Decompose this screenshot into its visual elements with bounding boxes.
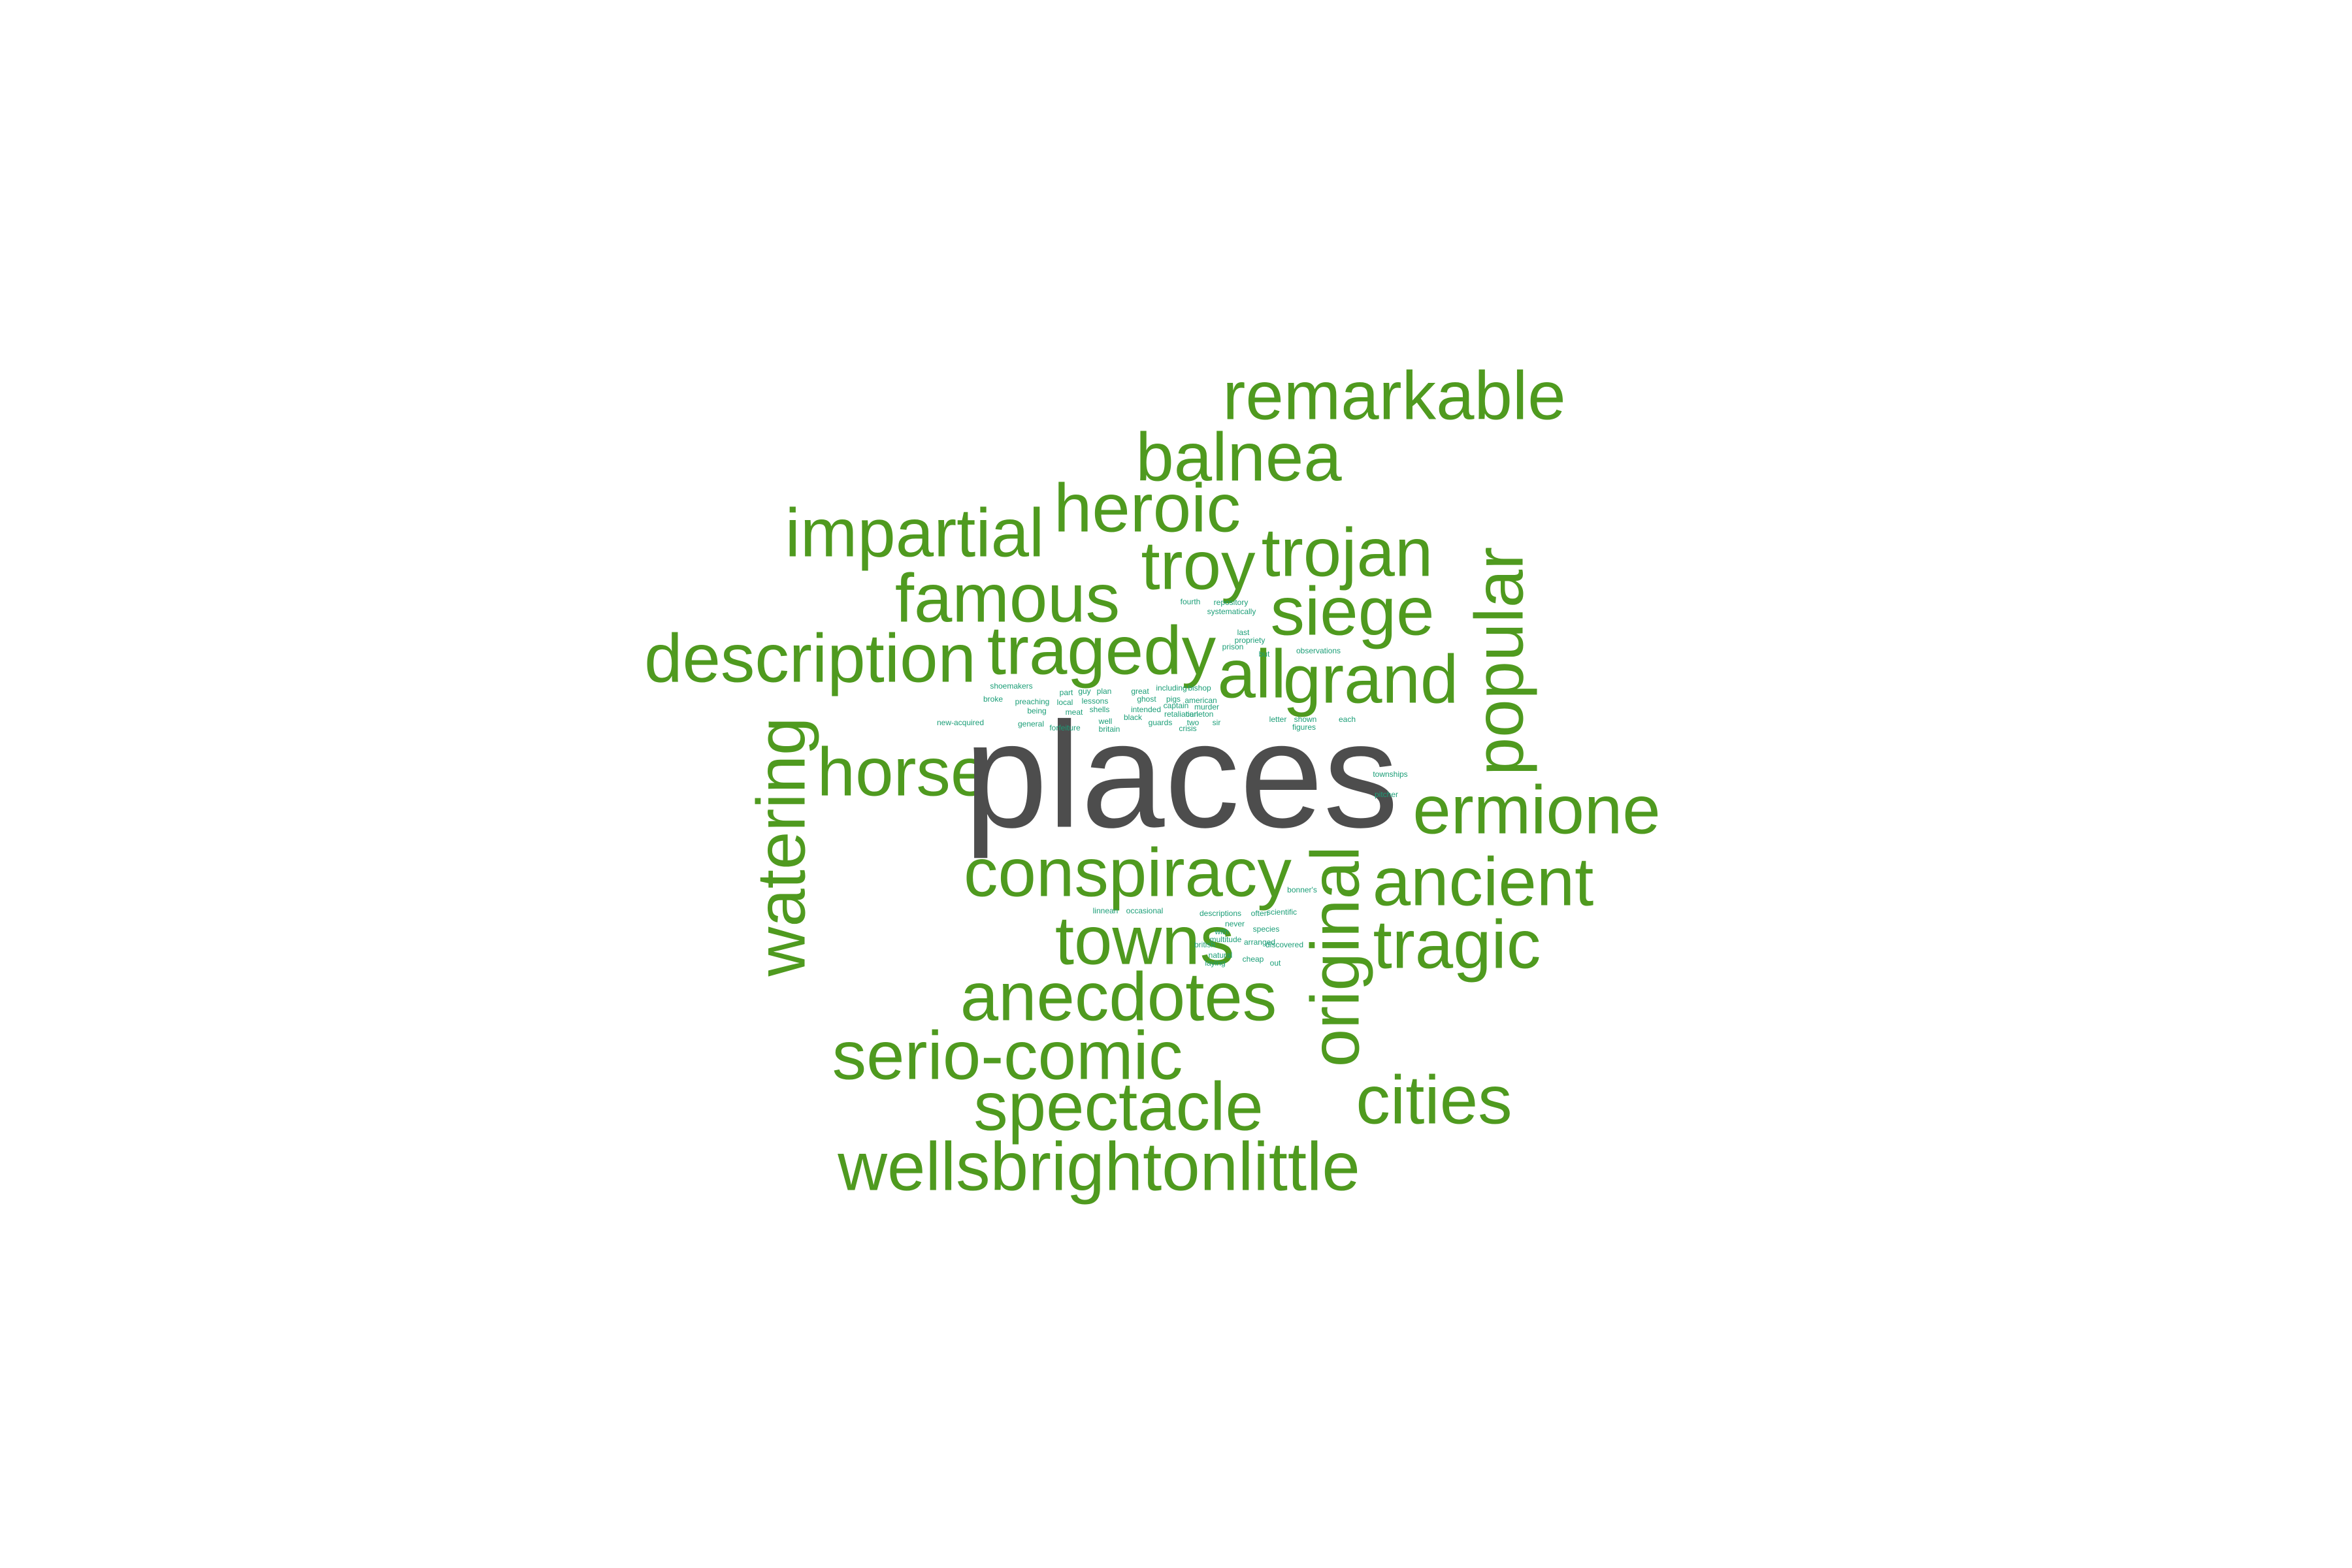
word-with: with bbox=[1214, 927, 1228, 936]
word-intended: intended bbox=[1131, 705, 1161, 714]
word-murder: murder bbox=[1194, 702, 1219, 711]
word-occasional: occasional bbox=[1126, 906, 1164, 915]
word-trojan: trojan bbox=[1262, 515, 1433, 591]
word-towns: towns bbox=[1055, 903, 1234, 979]
word-preaching: preaching bbox=[1015, 697, 1050, 706]
word-all: all bbox=[1217, 636, 1286, 713]
word-britain: britain bbox=[1099, 725, 1120, 734]
word-but: but bbox=[1259, 649, 1270, 659]
word-fourth: fourth bbox=[1181, 597, 1201, 606]
word-letter: letter bbox=[1269, 715, 1287, 724]
word-observations: observations bbox=[1296, 646, 1341, 655]
word-watering: watering bbox=[743, 717, 820, 977]
word-propriety: propriety bbox=[1235, 636, 1266, 645]
word-general: general bbox=[1018, 719, 1044, 728]
word-never: never bbox=[1225, 919, 1245, 928]
word-last: last bbox=[1237, 628, 1250, 637]
word-siege: siege bbox=[1270, 574, 1434, 650]
word-bonner-s: bonner's bbox=[1287, 885, 1317, 894]
word-tragedy: tragedy bbox=[987, 613, 1217, 689]
word-scientific: scientific bbox=[1267, 907, 1297, 917]
word-well: well bbox=[1098, 717, 1113, 726]
word-new-acquired: new-acquired bbox=[937, 718, 984, 727]
word-forfeiture: forfeiture bbox=[1049, 723, 1081, 732]
word-carleton: carleton bbox=[1186, 710, 1214, 719]
word-popular: popular bbox=[1462, 547, 1538, 776]
word-part: part bbox=[1060, 688, 1073, 697]
word-tragic: tragic bbox=[1373, 907, 1541, 983]
word-arranged: arranged bbox=[1244, 938, 1275, 947]
word-local: local bbox=[1057, 698, 1073, 707]
word-american: american bbox=[1184, 696, 1217, 705]
word-pitcher: pitcher bbox=[1375, 790, 1398, 799]
word-crisis: crisis bbox=[1179, 724, 1196, 733]
word-lessons: lessons bbox=[1082, 696, 1109, 706]
word-wellsbrightonlittle: wellsbrightonlittle bbox=[837, 1129, 1360, 1205]
word-ghost: ghost bbox=[1137, 694, 1156, 704]
word-ermione: ermione bbox=[1413, 772, 1660, 849]
word-two: two bbox=[1187, 718, 1200, 727]
word-black: black bbox=[1124, 713, 1143, 722]
word-broke: broke bbox=[983, 694, 1003, 704]
word-multitude: multitude bbox=[1210, 935, 1242, 944]
word-cheap: cheap bbox=[1243, 955, 1264, 964]
word-shells: shells bbox=[1090, 705, 1110, 714]
word-captain: captain bbox=[1164, 701, 1189, 710]
word-cities: cities bbox=[1356, 1062, 1512, 1139]
word-horse: horse bbox=[817, 734, 989, 811]
word-places: places bbox=[964, 691, 1399, 859]
word-guy: guy bbox=[1078, 687, 1090, 696]
word-troy: troy bbox=[1141, 528, 1256, 604]
word-meat: meat bbox=[1066, 708, 1083, 717]
word-ancient: ancient bbox=[1373, 844, 1594, 921]
word-shown: shown bbox=[1294, 715, 1317, 724]
word-description: description bbox=[644, 621, 976, 697]
word-balnea: balnea bbox=[1135, 419, 1342, 496]
word-each: each bbox=[1339, 715, 1356, 724]
word-townships: townships bbox=[1373, 770, 1407, 779]
word-anecdotes: anecdotes bbox=[960, 959, 1277, 1036]
word-being: being bbox=[1027, 706, 1046, 715]
word-conspiracy: conspiracy bbox=[964, 835, 1292, 911]
word-plan: plan bbox=[1097, 687, 1112, 696]
word-original: original bbox=[1298, 846, 1374, 1068]
word-descriptions: descriptions bbox=[1200, 909, 1241, 918]
word-out: out bbox=[1270, 958, 1281, 968]
word-shoemakers: shoemakers bbox=[990, 681, 1032, 691]
word-laying: laying bbox=[1205, 958, 1225, 968]
word-serio-comic: serio-comic bbox=[832, 1018, 1183, 1094]
word-figures: figures bbox=[1292, 723, 1316, 732]
word-discovered: discovered bbox=[1266, 940, 1303, 949]
word-including: including bbox=[1156, 683, 1186, 693]
word-heroic: heroic bbox=[1054, 470, 1241, 547]
word-pigs: pigs bbox=[1166, 694, 1181, 704]
word-grand: grand bbox=[1283, 642, 1459, 718]
word-natural: natural bbox=[1209, 951, 1233, 960]
word-impartial: impartial bbox=[785, 495, 1045, 572]
word-remarkable: remarkable bbox=[1222, 358, 1565, 434]
word-spectacle: spectacle bbox=[973, 1069, 1264, 1145]
word-great: great bbox=[1131, 687, 1149, 696]
word-prison: prison bbox=[1222, 642, 1244, 651]
word-linnean: linnean bbox=[1093, 906, 1119, 915]
word-species: species bbox=[1253, 924, 1280, 934]
word-guards: guards bbox=[1149, 718, 1173, 727]
word-retaliation: retaliation bbox=[1164, 710, 1198, 719]
word-often: often bbox=[1251, 909, 1269, 918]
word-bishop: bishop bbox=[1188, 683, 1211, 693]
word-british: british bbox=[1194, 940, 1215, 949]
word-systematically: systematically bbox=[1207, 607, 1256, 616]
word-famous: famous bbox=[895, 561, 1120, 637]
word-sir: sir bbox=[1213, 718, 1221, 727]
word-repository: repository bbox=[1214, 598, 1249, 607]
